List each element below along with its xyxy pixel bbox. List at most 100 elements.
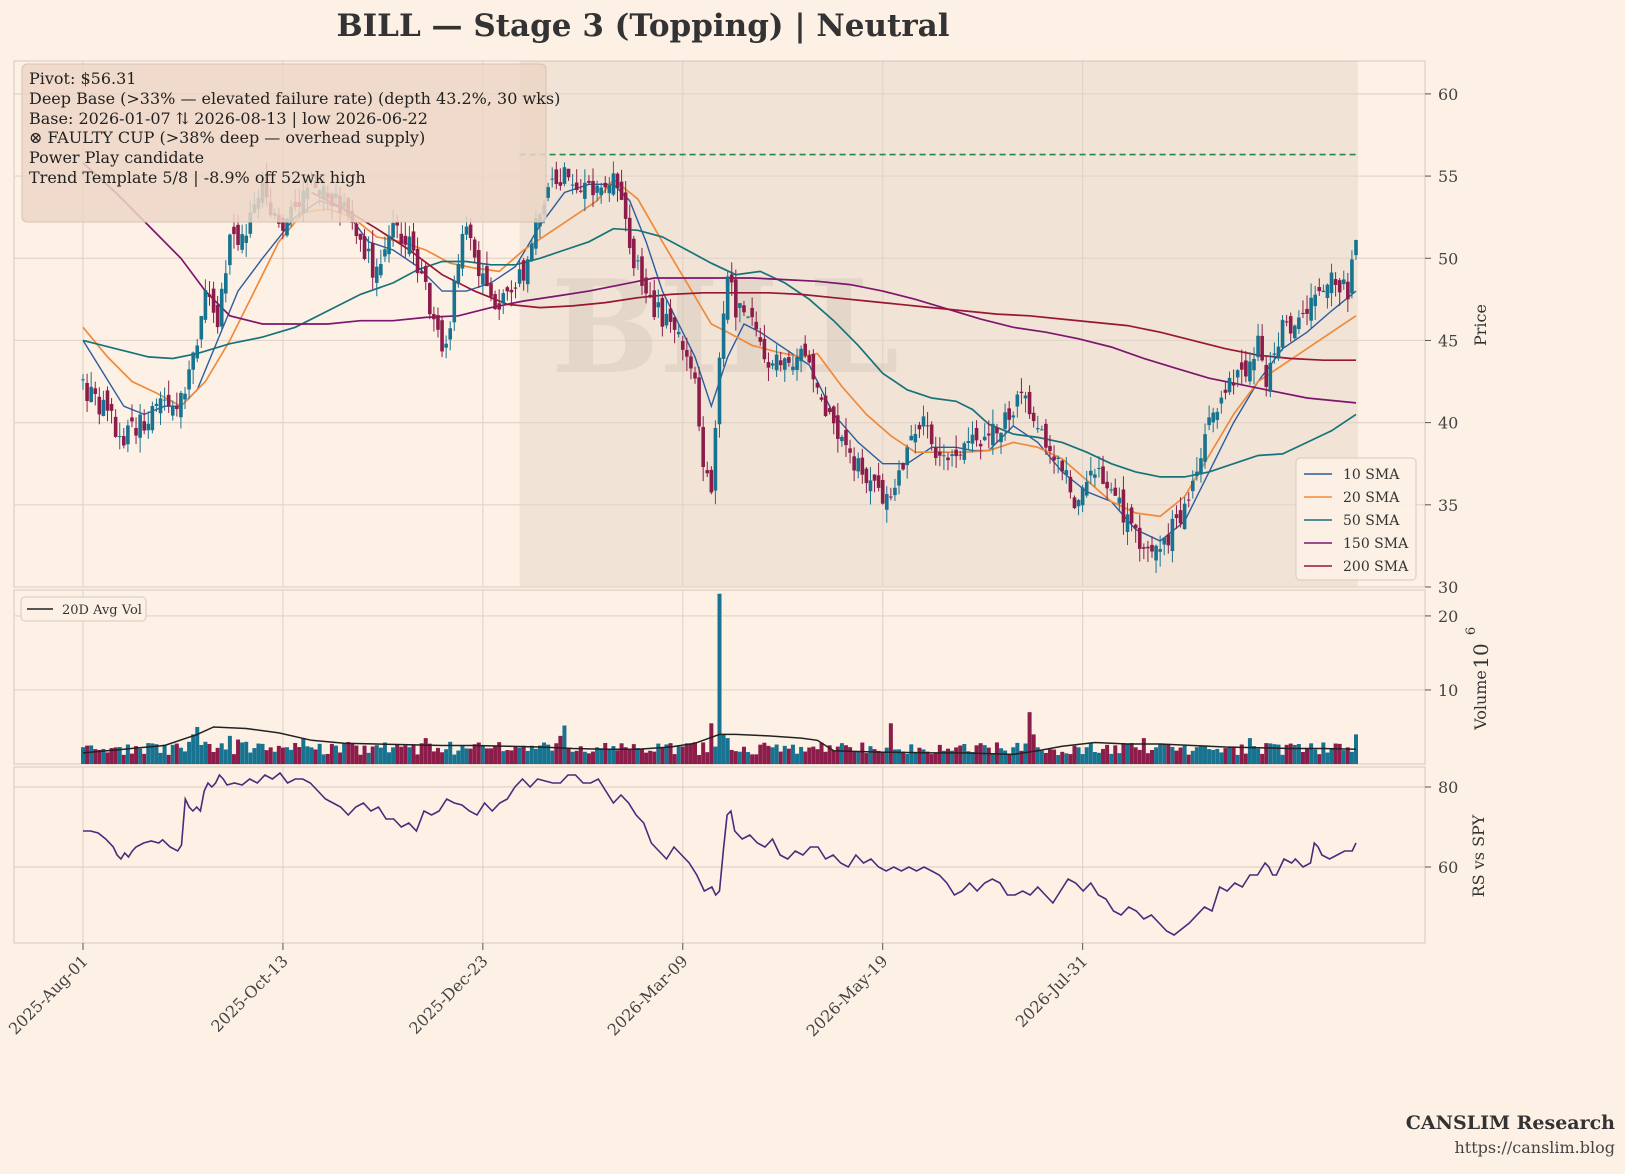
volume-bar — [1113, 745, 1118, 764]
volume-bar — [1333, 743, 1338, 764]
candle-body — [432, 313, 436, 320]
volume-bar — [652, 751, 657, 764]
candle-body — [913, 433, 918, 443]
volume-panel: 10 20 Volume 10 6 20D Avg Vol — [13, 589, 1493, 765]
candle-body — [766, 362, 771, 368]
annotation-base-dates: Base: 2026-01-07 ⇅ 2026-08-13 | low 2026… — [29, 109, 428, 128]
volume-bar — [558, 735, 563, 764]
volume-bar — [668, 743, 673, 764]
candle-body — [150, 406, 155, 431]
candle-body — [122, 436, 126, 446]
rs-panel: 60 80 RS vs SPY — [13, 766, 1488, 944]
volume-bar — [537, 745, 542, 764]
candle-body — [970, 434, 975, 444]
volume-bar — [366, 752, 371, 764]
volume-bar — [289, 749, 294, 764]
volume-bar — [733, 751, 738, 764]
volume-bar — [888, 723, 893, 764]
volume-bar — [476, 742, 481, 764]
candle-body — [117, 436, 122, 438]
annotation-box: Pivot: $56.31 Deep Base (>33% — elevated… — [21, 63, 560, 223]
volume-bar — [178, 747, 183, 764]
volume-bar — [464, 748, 469, 764]
volume-bar — [607, 749, 612, 764]
volume-bar — [264, 750, 269, 764]
candle-body — [130, 417, 134, 422]
volume-bar — [803, 751, 808, 764]
volume-bar — [615, 750, 620, 764]
candle-body — [1325, 284, 1330, 298]
candle-body — [244, 235, 249, 243]
candle-body — [1076, 499, 1081, 507]
volume-bar — [260, 743, 265, 764]
volume-bar — [1117, 753, 1122, 764]
candle-body — [558, 182, 563, 186]
candle-body — [166, 394, 171, 406]
volume-bar — [1027, 712, 1032, 764]
volume-bar — [435, 747, 440, 764]
volume-bar — [778, 751, 783, 764]
candle-body — [1264, 364, 1269, 387]
volume-bar — [990, 753, 995, 764]
candle-body — [799, 348, 803, 362]
volume-bar — [1260, 753, 1265, 764]
candle-body — [509, 289, 514, 293]
volume-bar — [231, 754, 236, 764]
volume-bar — [1215, 748, 1220, 764]
volume-bar — [1243, 753, 1248, 764]
volume-scale-exponent: 6 — [1464, 627, 1479, 635]
volume-bar — [346, 742, 351, 764]
volume-bar — [85, 745, 90, 764]
candle-body — [672, 317, 677, 330]
volume-bar — [611, 746, 616, 764]
volume-bar — [1317, 754, 1322, 764]
candle-body — [1056, 457, 1060, 459]
candle-body — [644, 277, 648, 294]
volume-bar — [456, 750, 461, 764]
candle-body — [236, 224, 240, 245]
candle-body — [370, 243, 375, 278]
candle-body — [1101, 466, 1105, 484]
candle-body — [534, 217, 538, 249]
candle-body — [815, 382, 820, 388]
candle-body — [713, 427, 718, 491]
volume-bar — [521, 745, 526, 764]
candle-body — [827, 408, 832, 413]
candle-body — [929, 424, 934, 445]
volume-bar — [570, 751, 575, 764]
candle-body — [876, 475, 881, 488]
candle-body — [860, 457, 865, 475]
candle-body — [183, 393, 187, 400]
avg-volume-line — [82, 726, 1357, 756]
candle-body — [770, 363, 775, 366]
candle-body — [750, 307, 754, 318]
candle-body — [1305, 308, 1309, 314]
candle-body — [411, 231, 416, 251]
volume-bar — [970, 752, 975, 764]
volume-bar — [884, 747, 889, 764]
volume-bar — [660, 747, 665, 764]
volume-bar — [1239, 744, 1244, 764]
candle-body — [134, 428, 138, 436]
candle-body — [1137, 527, 1142, 549]
sma-legend: 10 SMA 20 SMA 50 SMA 150 SMA 200 SMA — [1295, 457, 1417, 581]
volume-bar — [387, 752, 392, 764]
volume-bar — [819, 742, 824, 764]
candle-body — [627, 217, 632, 248]
price-tick-label: 30 — [1438, 578, 1458, 597]
volume-bar — [1207, 749, 1212, 764]
candle-body — [1158, 549, 1162, 552]
volume-bar — [892, 749, 897, 764]
volume-bar — [513, 746, 518, 764]
candle-body — [787, 357, 791, 363]
candle-body — [852, 456, 856, 471]
candle-body — [986, 433, 991, 436]
base-shade — [519, 61, 1358, 587]
candle-body — [1048, 445, 1052, 452]
candle-body — [1268, 362, 1273, 392]
candle-body — [1219, 397, 1224, 404]
candle-body — [640, 256, 644, 286]
volume-bar — [1019, 750, 1024, 764]
candle-body — [942, 455, 946, 457]
